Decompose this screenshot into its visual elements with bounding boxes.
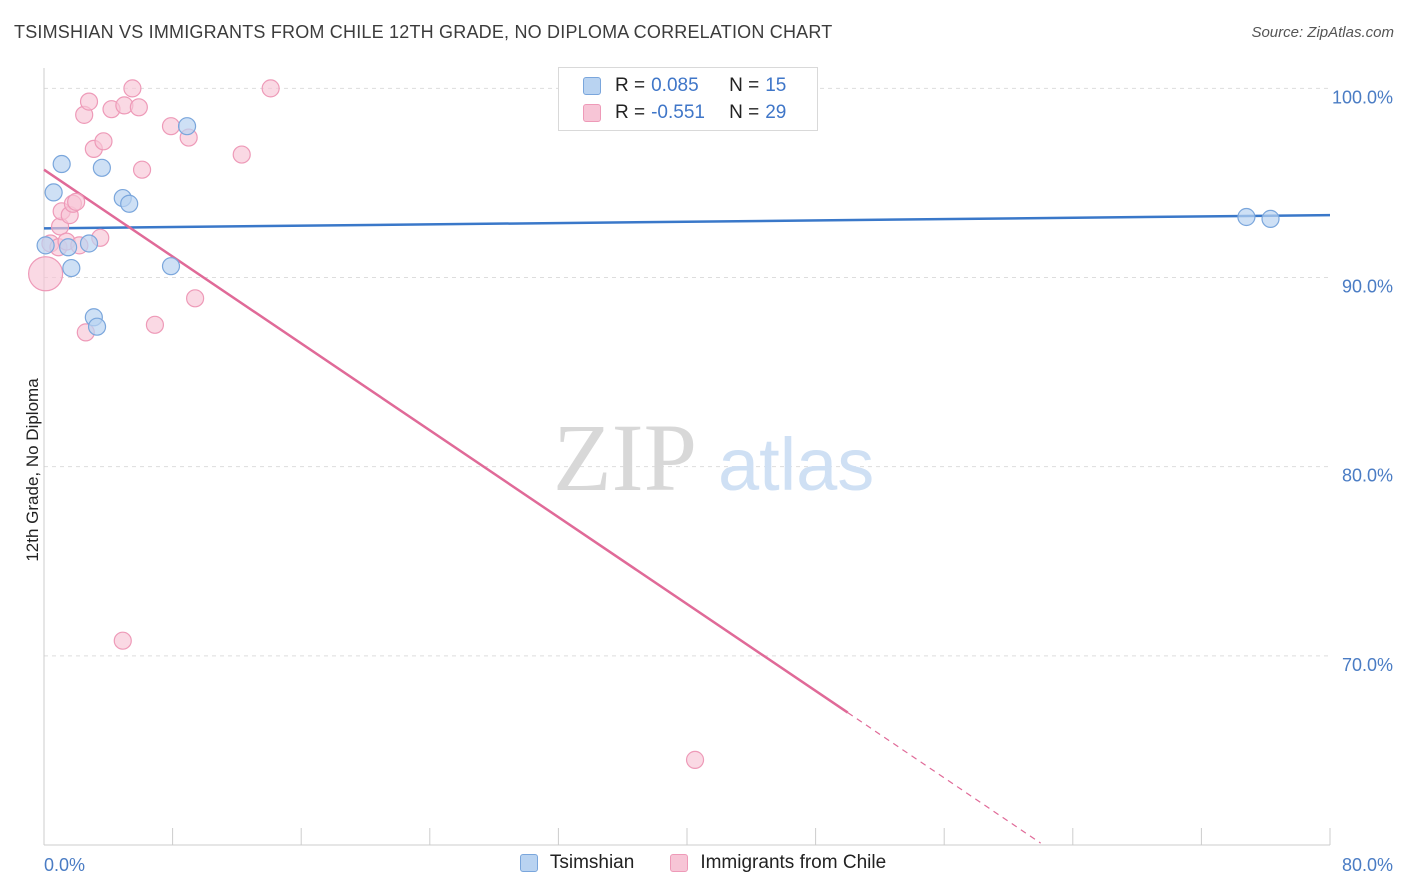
stats-legend: R = 0.085 N = 15 R = -0.551 N = 29 [558,67,818,131]
tsimshian-point [177,117,197,136]
tsimshian-point [120,194,139,213]
tsimshian-point [79,234,99,253]
chile-point [132,160,152,179]
tsimshian-legend-label: Tsimshian [549,852,635,873]
tsimshian-point [62,258,81,278]
chile-point [94,132,113,151]
chile-legend-label: Immigrants from Chile [700,852,887,873]
n-label: N = [729,102,760,123]
y-tick-label: 80.0% [1342,466,1393,486]
tsimshian-point [92,158,111,177]
tsimshian-point [36,236,55,255]
chile-trend-line [43,168,849,714]
tsimshian-point [59,238,78,257]
chile-point [123,79,142,98]
chile-point [79,92,99,111]
chile-n-value: 29 [765,102,787,123]
tsimshian-swatch [583,77,601,95]
chart-title: TSIMSHIAN VS IMMIGRANTS FROM CHILE 12TH … [14,22,833,42]
chile-trend-extension [847,712,1041,844]
source-label: Source: ZipAtlas.com [1251,24,1394,41]
watermark-atlas: atlas [718,423,874,506]
tsimshian-legend-swatch [519,854,538,872]
r-label: R = [615,75,646,96]
y-tick-label: 100.0% [1332,87,1393,107]
legend-item-tsimshian: Tsimshian [519,852,635,874]
chile-swatch [583,104,601,122]
chile-point [129,98,148,117]
tsimshian-point [44,183,63,202]
x-tick-label: 80.0% [1342,855,1393,875]
chile-point [28,256,64,292]
chile-legend-swatch [670,854,689,872]
chile-point [685,750,705,769]
chile-point [261,79,280,98]
chile-point [67,192,86,211]
chile-point [145,315,165,334]
series-legend: Tsimshian Immigrants from Chile [0,852,1406,874]
tsimshian-point [1237,207,1256,227]
tsimshian-n-value: 15 [765,75,787,96]
trend-lines [43,168,1331,844]
chile-point [113,631,132,650]
tsimshian-trend-line [43,213,1331,230]
x-tick-label: 0.0% [44,855,85,875]
legend-row-chile: R = -0.551 N = 29 [583,100,786,126]
tsimshian-point [87,317,107,336]
tsimshian-point [1261,209,1280,228]
tick-labels: 70.0% 80.0% 90.0% 100.0% 0.0% 80.0% [44,87,1393,875]
legend-row-tsimshian: R = 0.085 N = 15 [583,73,786,99]
y-tick-label: 70.0% [1342,655,1393,675]
y-axis-title: 12th Grade, No Diploma [23,378,42,562]
axes [43,68,1331,846]
r-label: R = [615,102,646,123]
tsimshian-point [52,154,71,174]
chile-r-value: -0.551 [651,102,705,123]
watermark: ZIP atlas [553,404,874,511]
chile-point [232,145,251,164]
legend-item-chile: Immigrants from Chile [670,852,886,874]
n-label: N = [729,75,760,96]
data-points [28,79,1280,769]
gridlines [44,87,1330,657]
tsimshian-point [161,257,181,276]
chile-point [186,289,205,308]
tsimshian-r-value: 0.085 [651,75,699,96]
y-tick-label: 90.0% [1342,277,1393,297]
chile-point [161,117,181,136]
watermark-zip: ZIP [553,404,697,511]
